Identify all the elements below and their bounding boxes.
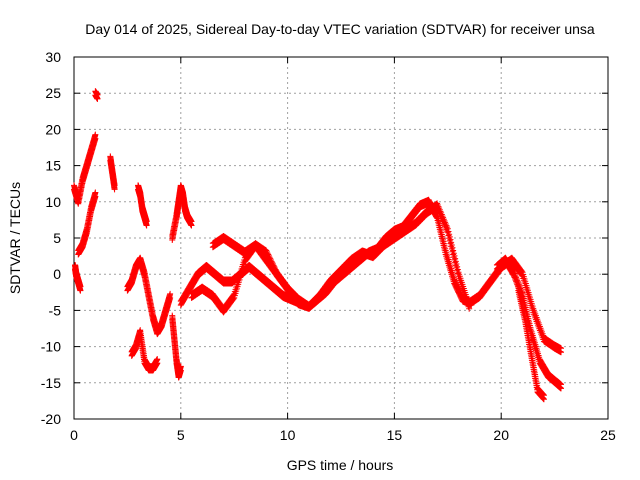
series-pass-h	[135, 182, 150, 229]
y-tick-label: 10	[45, 194, 61, 210]
y-tick-label: 20	[45, 121, 61, 137]
data-point-marker	[77, 287, 84, 294]
y-tick-label: -10	[41, 339, 61, 355]
y-tick-label: -20	[41, 411, 61, 427]
y-tick-label: 0	[53, 266, 61, 282]
series-pass-b	[72, 261, 84, 294]
y-tick-label: 15	[45, 158, 61, 174]
data-points	[71, 88, 565, 403]
series-pass-c	[75, 189, 99, 258]
y-tick-label: 5	[53, 230, 61, 246]
x-axis-label: GPS time / hours	[287, 457, 394, 473]
series-pass-e	[107, 153, 118, 193]
series-pass-j	[169, 312, 184, 381]
data-point-marker	[143, 222, 150, 229]
axis-ticks: 0 5 10 15 20 25 -20 -15 -10 -5 0 5 10 15 20 25 30	[41, 49, 616, 443]
y-tick-label: 25	[45, 85, 61, 101]
data-point-marker	[154, 360, 161, 367]
data-point-marker	[177, 367, 184, 374]
y-tick-label: -15	[41, 375, 61, 391]
series-pass-f	[124, 254, 174, 338]
data-point-marker	[92, 193, 99, 200]
series-pass-i	[169, 182, 195, 243]
data-point-marker	[188, 222, 195, 229]
x-tick-label: 20	[493, 427, 509, 443]
data-point-marker	[111, 186, 118, 193]
series-pass-g	[128, 327, 161, 374]
data-point-marker	[94, 95, 101, 102]
series-pass-a	[71, 131, 99, 207]
data-point-marker	[92, 135, 99, 142]
data-point-marker	[167, 294, 174, 301]
series-pass-d	[92, 88, 101, 102]
chart-title: Day 014 of 2025, Sidereal Day-to-day VTE…	[85, 21, 595, 37]
series-pass-l	[188, 200, 473, 316]
x-tick-label: 5	[177, 427, 185, 443]
y-axis-label: SDTVAR / TECUs	[7, 182, 23, 294]
x-tick-label: 25	[600, 427, 616, 443]
x-tick-label: 10	[280, 427, 296, 443]
y-tick-label: -5	[49, 302, 62, 318]
x-tick-label: 0	[70, 427, 78, 443]
y-tick-label: 30	[45, 49, 61, 65]
series-pass-o	[493, 254, 565, 392]
x-tick-label: 15	[387, 427, 403, 443]
